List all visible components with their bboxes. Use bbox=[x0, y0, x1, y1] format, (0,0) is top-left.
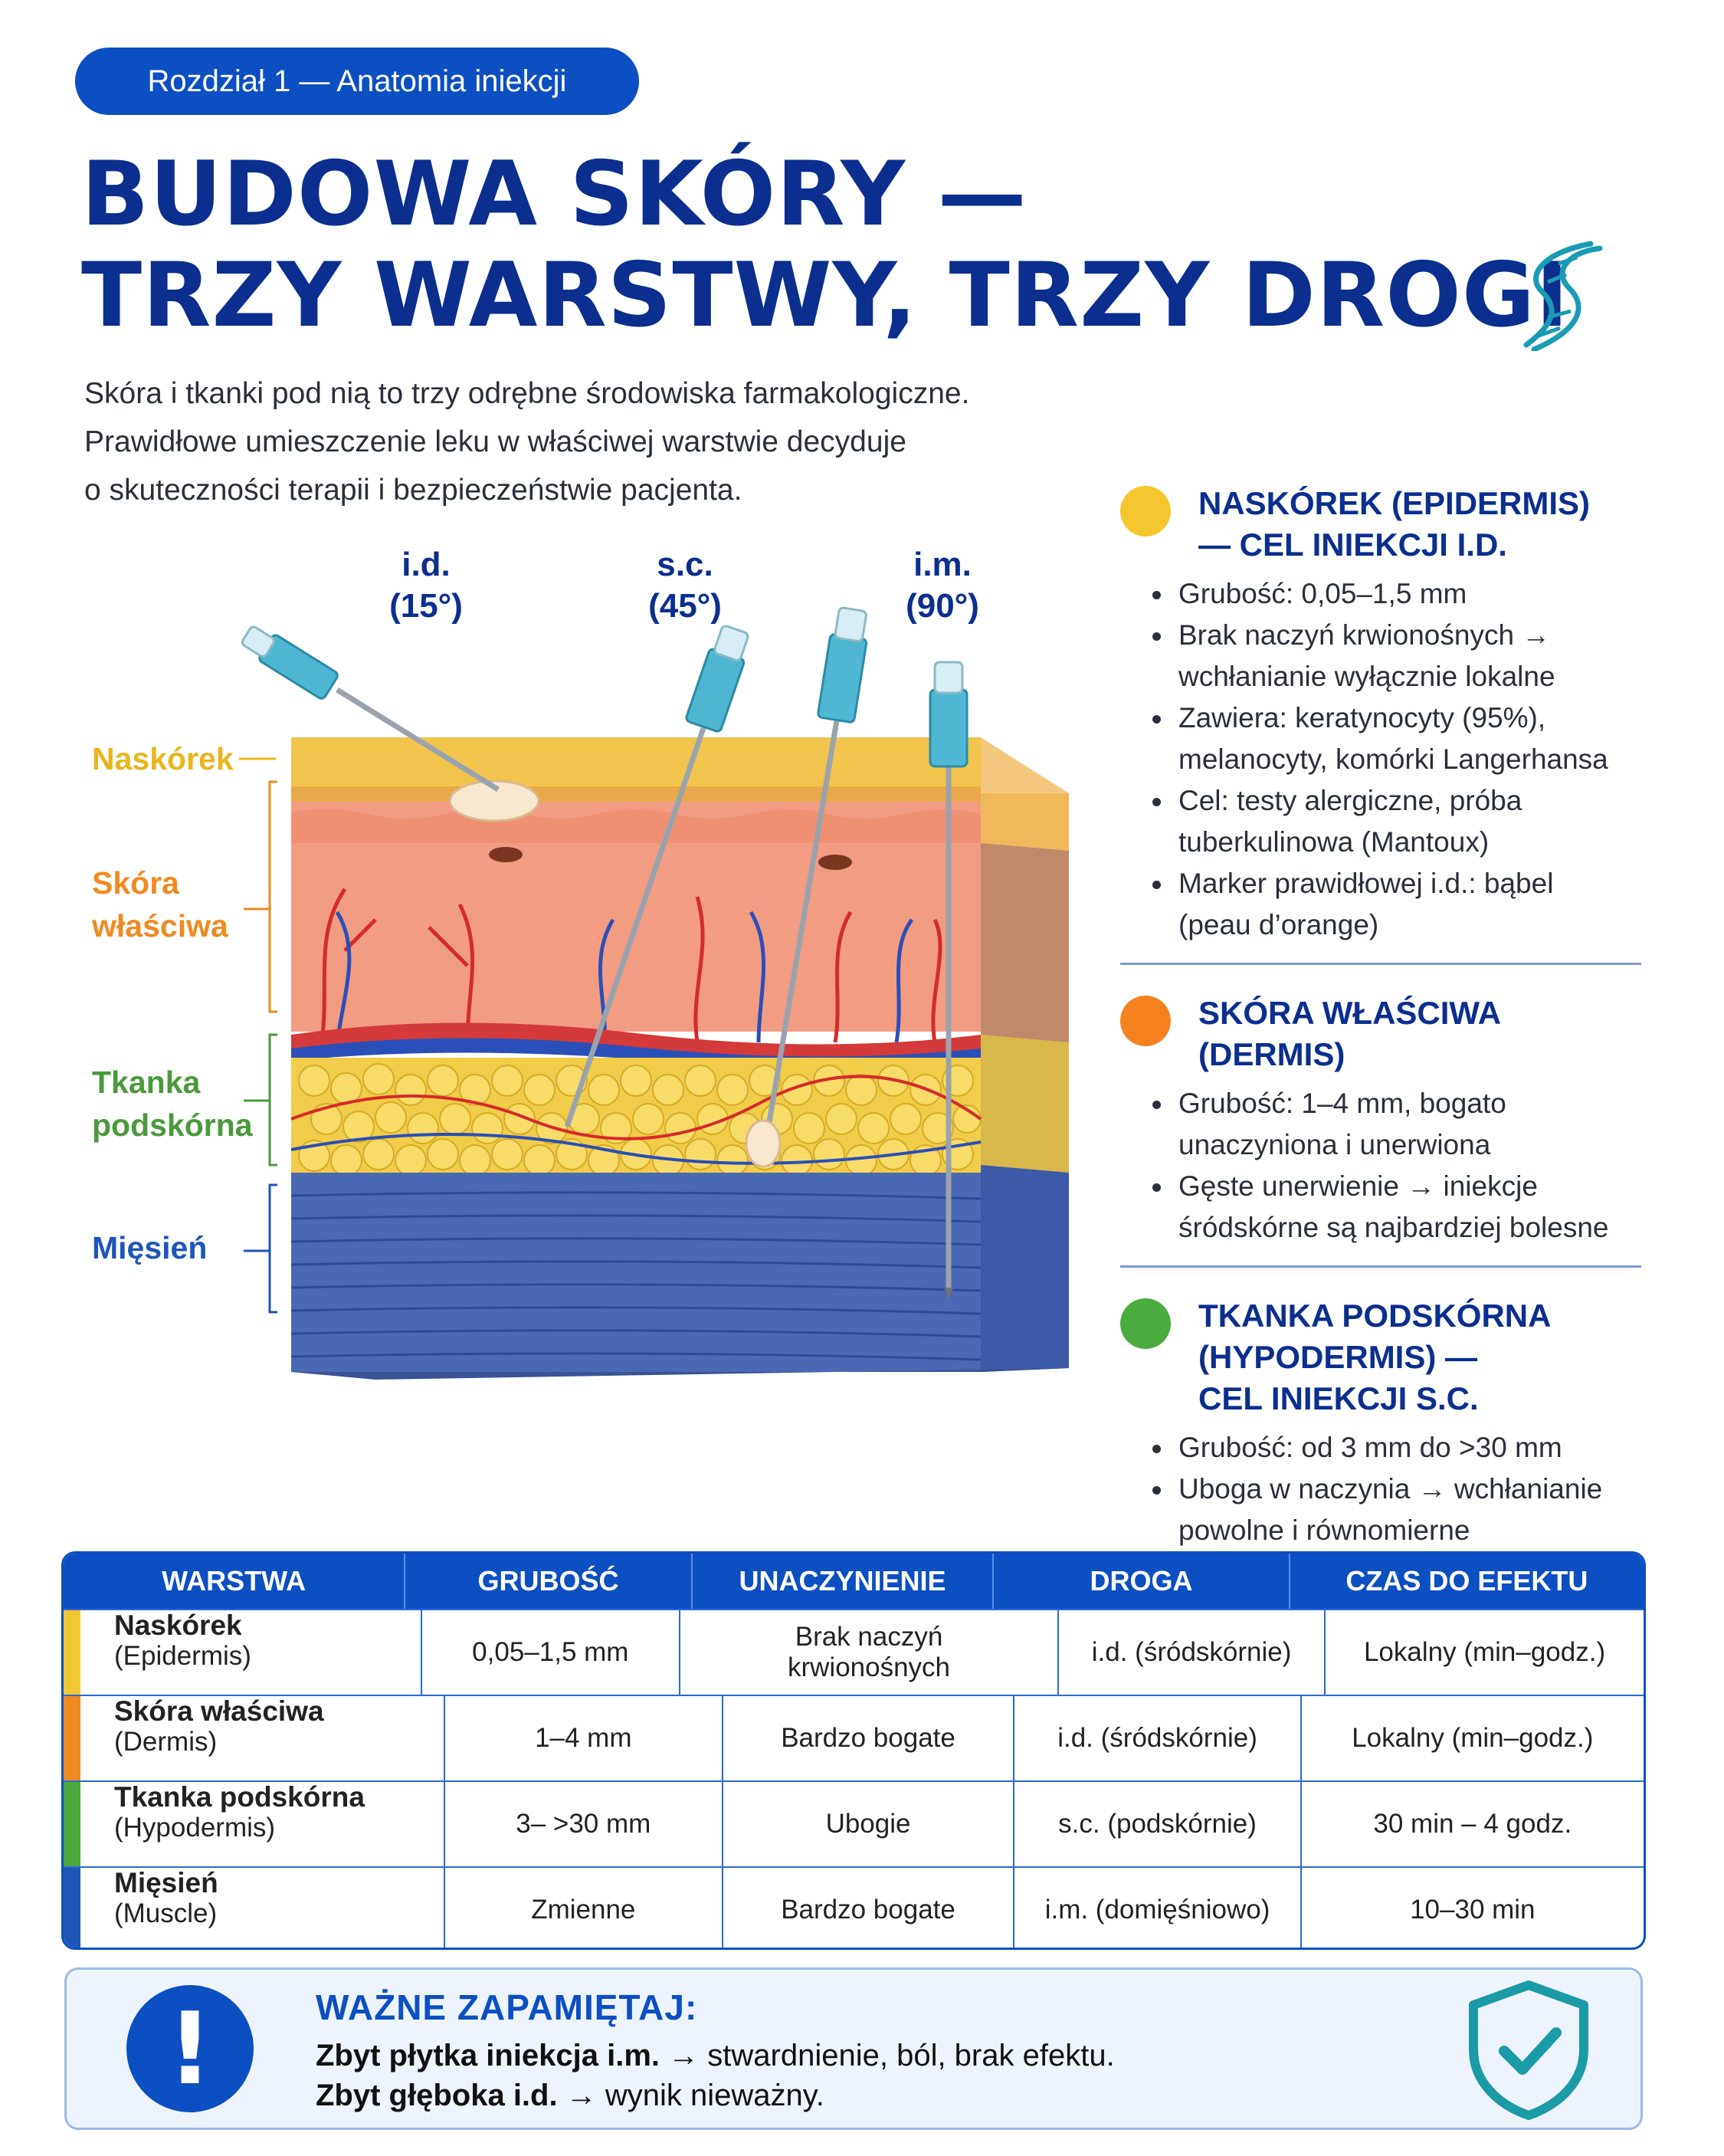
label-muscle: Mięsień bbox=[92, 1230, 208, 1265]
info-epidermis-heading: NASKÓREK (EPIDERMIS) — CEL INIEKCJI I.D. bbox=[1198, 485, 1591, 563]
info-dermis-heading: SKÓRA WŁAŚCIWA (DERMIS) bbox=[1198, 995, 1500, 1072]
chapter-badge: Rozdział 1 — Anatomia iniekcji bbox=[75, 48, 639, 115]
table-header: WARSTWA GRUBOŚĆ UNACZYNIENIE DROGA CZAS … bbox=[64, 1554, 1644, 1609]
orange-dot-icon bbox=[1120, 996, 1171, 1046]
row-color-stripe bbox=[64, 1610, 80, 1695]
dna-icon bbox=[1523, 241, 1603, 351]
info-dermis: SKÓRA WŁAŚCIWA (DERMIS) Grubość: 1–4 mm,… bbox=[1120, 993, 1641, 1249]
skin-cross-section-figure: i.d. (15°) s.c. (45°) i.m. (90°) Naskórek S… bbox=[69, 537, 1096, 1395]
divider bbox=[1120, 1265, 1641, 1268]
table-row: Tkanka podskórna (Hypodermis) 3– >30 mm U… bbox=[64, 1780, 1644, 1866]
needle-label-im: i.m. (90°) bbox=[906, 546, 979, 625]
bullet: Gęste unerwienie → iniekcje śródskórne są… bbox=[1148, 1166, 1641, 1249]
table-row: Skóra właściwa (Dermis) 1–4 mm Bardzo bog… bbox=[64, 1695, 1644, 1780]
table-row: Naskórek (Epidermis) 0,05–1,5 mm Brak nac… bbox=[64, 1609, 1644, 1695]
layer-info-panel: NASKÓREK (EPIDERMIS) — CEL INIEKCJI I.D. … bbox=[1120, 483, 1641, 1551]
needle-label-sc: s.c. (45°) bbox=[648, 546, 722, 625]
bullet: Cel: testy alergiczne, próba tuberkulinow… bbox=[1148, 780, 1641, 863]
green-dot-icon bbox=[1120, 1298, 1171, 1349]
title-line-1: BUDOWA SKÓRY — bbox=[81, 143, 1028, 246]
bullet: Brak naczyń krwionośnych → wchłanianie wy… bbox=[1148, 615, 1641, 697]
callout-line-2: Zbyt głęboka i.d. → wynik nieważny. bbox=[316, 2079, 824, 2112]
bullet: Marker prawidłowej i.d.: bąbel (peau d’or… bbox=[1148, 863, 1641, 946]
bullet: Grubość: 1–4 mm, bogato unaczyniona i une… bbox=[1148, 1083, 1641, 1166]
label-dermis: Skóra właściwa bbox=[92, 865, 228, 943]
layers-comparison-table: WARSTWA GRUBOŚĆ UNACZYNIENIE DROGA CZAS … bbox=[61, 1551, 1646, 1950]
callout-heading: WAŻNE ZAPAMIĘTAJ: bbox=[316, 1987, 698, 2027]
row-color-stripe bbox=[64, 1696, 80, 1780]
skin-block-illustration bbox=[239, 606, 1069, 1380]
bullet: Zawiera: keratynocyty (95%), melanocyty, … bbox=[1148, 697, 1641, 780]
bullet: Grubość: 0,05–1,5 mm bbox=[1148, 573, 1641, 615]
info-hypodermis-heading: TKANKA PODSKÓRNA (HYPODERMIS) — CEL INIEKC… bbox=[1198, 1298, 1552, 1416]
page-title: BUDOWA SKÓRY — TRZY WARSTWY, TRZY DROGI bbox=[81, 144, 1569, 346]
info-hypodermis: TKANKA PODSKÓRNA (HYPODERMIS) — CEL INIEKC… bbox=[1120, 1295, 1641, 1551]
info-epidermis: NASKÓREK (EPIDERMIS) — CEL INIEKCJI I.D. … bbox=[1120, 483, 1641, 946]
important-callout: ! WAŻNE ZAPAMIĘTAJ: Zbyt płytka iniekcja… bbox=[64, 1967, 1643, 2130]
divider bbox=[1120, 963, 1641, 965]
yellow-dot-icon bbox=[1120, 486, 1171, 537]
title-line-2: TRZY WARSTWY, TRZY DROGI bbox=[81, 244, 1570, 347]
shield-check-icon bbox=[1469, 1980, 1588, 2120]
bullet: Uboga w naczynia → wchłanianie powolne i … bbox=[1148, 1469, 1641, 1551]
row-color-stripe bbox=[64, 1782, 80, 1866]
callout-line-1: Zbyt płytka iniekcja i.m. → stwardnienie… bbox=[316, 2039, 1115, 2072]
row-color-stripe bbox=[64, 1868, 80, 1948]
table-row: Mięsień (Muscle) Zmienne Bardzo bogate i.… bbox=[64, 1866, 1644, 1948]
needle-label-id: i.d. (15°) bbox=[389, 546, 463, 625]
intro-paragraph: Skóra i tkanki pod nią to trzy odrębne ś… bbox=[84, 377, 970, 507]
bullet: Grubość: od 3 mm do >30 mm bbox=[1148, 1427, 1641, 1469]
label-epidermis: Naskórek bbox=[92, 741, 234, 776]
label-hypodermis: Tkanka podskórna bbox=[92, 1065, 253, 1143]
exclamation-icon: ! bbox=[126, 1985, 254, 2112]
